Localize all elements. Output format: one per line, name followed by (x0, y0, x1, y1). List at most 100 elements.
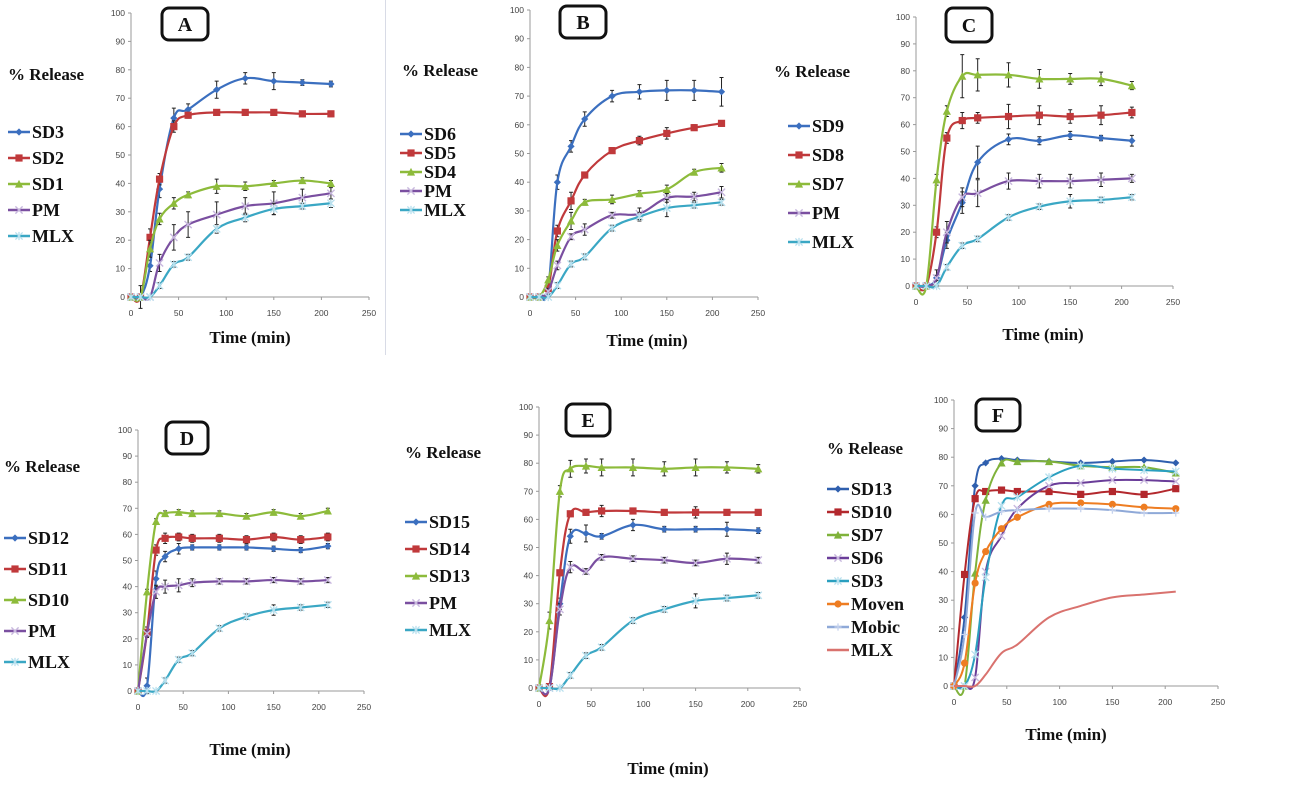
legend-item-sd13: SD13 (405, 566, 470, 586)
data-point (323, 506, 332, 515)
legend-marker (833, 576, 843, 586)
data-point (958, 116, 966, 125)
y-tick-label: 70 (524, 486, 534, 496)
panel-label-box (564, 402, 612, 438)
y-tick-label: 10 (116, 264, 126, 274)
data-point (1004, 70, 1013, 79)
y-tick-label: 50 (901, 147, 911, 157)
data-point (1172, 509, 1180, 517)
legend-label: MLX (28, 652, 70, 672)
data-point (567, 142, 575, 150)
data-point (982, 513, 990, 521)
data-point (1140, 456, 1148, 464)
data-point (608, 224, 617, 233)
series-sd13 (534, 458, 763, 692)
data-point (152, 686, 161, 696)
data-point (151, 587, 161, 596)
data-point (170, 123, 178, 131)
data-point (155, 258, 164, 268)
x-tick-label: 100 (636, 699, 650, 709)
data-point (1035, 176, 1044, 186)
data-point (184, 105, 192, 114)
legend-item-sd12: SD12 (4, 528, 69, 548)
data-point (932, 273, 941, 283)
panel-label: C (962, 15, 976, 37)
data-point (663, 129, 671, 138)
legend-marker (834, 508, 842, 516)
data-point (146, 233, 154, 241)
y-tick-label: 60 (515, 120, 525, 130)
data-point (215, 577, 224, 586)
x-tick-label: 150 (660, 308, 674, 318)
data-point (298, 176, 307, 185)
data-point (1076, 478, 1085, 488)
series-sd4 (525, 163, 726, 301)
legend-label: MLX (424, 200, 466, 220)
series-line (953, 457, 1176, 687)
x-tick-label: 150 (1063, 297, 1077, 307)
data-point (161, 509, 170, 518)
data-point (553, 261, 562, 270)
data-point (1045, 500, 1053, 508)
data-point (170, 114, 178, 122)
legend-item-sd6: SD6 (827, 548, 883, 568)
data-point (241, 213, 250, 222)
legend-label: SD3 (851, 571, 883, 591)
y-tick-label: 50 (123, 556, 133, 566)
y-tick-label: 50 (515, 149, 525, 159)
data-point (553, 281, 562, 290)
data-point (152, 575, 160, 583)
data-point (580, 225, 589, 234)
data-point (242, 512, 251, 520)
data-point (660, 556, 669, 565)
legend-marker (10, 626, 20, 636)
data-point (942, 228, 951, 237)
data-point (142, 587, 152, 596)
data-point (691, 596, 700, 605)
data-point (555, 683, 564, 693)
y-tick-label: 90 (939, 424, 949, 434)
data-point (997, 525, 1006, 533)
data-point (169, 199, 178, 207)
legend: SD12 SD11 SD10 PM MLX (4, 528, 70, 672)
data-point (629, 521, 637, 529)
legend-item-sd2: SD2 (8, 148, 64, 168)
x-axis-title: Time (min) (209, 328, 290, 347)
data-point (553, 227, 561, 235)
data-point (598, 532, 606, 540)
data-point (1108, 506, 1116, 514)
series-mobic (950, 503, 1180, 690)
data-point (717, 119, 726, 127)
panel-label: E (581, 410, 594, 432)
y-tick-label: 100 (111, 8, 125, 18)
data-point (1013, 493, 1022, 502)
data-point (660, 525, 668, 533)
y-tick-label: 30 (901, 200, 911, 210)
legend-item-mlx: MLX (400, 200, 466, 220)
data-point (629, 507, 637, 515)
y-tick-label: 80 (515, 62, 525, 72)
x-tick-label: 50 (1002, 697, 1012, 707)
series-mlx (534, 591, 763, 693)
legend-label: SD13 (851, 479, 892, 499)
data-point (567, 197, 575, 205)
data-point (1004, 135, 1013, 143)
legend-label: SD6 (851, 548, 883, 568)
y-tick-label: 30 (116, 207, 126, 217)
legend-label: SD15 (429, 512, 470, 532)
data-point (215, 624, 224, 633)
legend-marker (14, 179, 24, 188)
y-axis-title: % Release (405, 443, 481, 462)
data-point (597, 463, 606, 472)
legend-item-sd7: SD7 (827, 525, 883, 545)
x-tick-label: 250 (751, 308, 765, 318)
data-point (1066, 176, 1075, 186)
legend-label: PM (28, 621, 56, 641)
data-point (1066, 131, 1074, 139)
y-tick-label: 10 (524, 655, 534, 665)
data-point (161, 552, 169, 561)
